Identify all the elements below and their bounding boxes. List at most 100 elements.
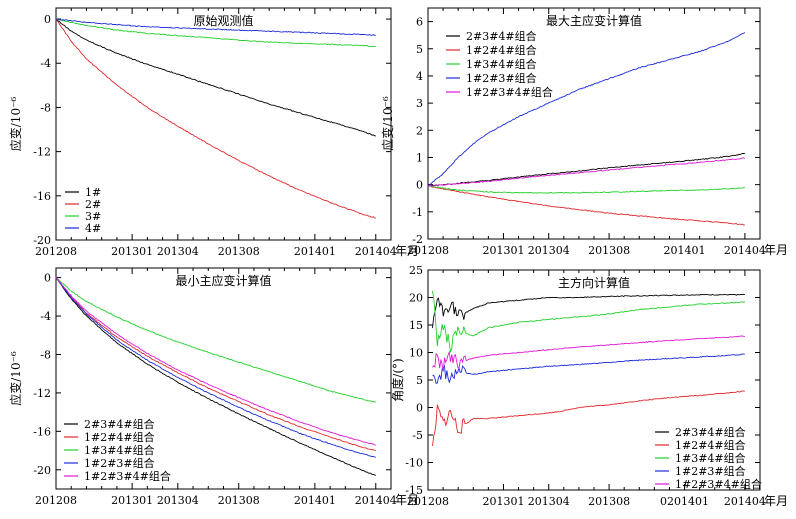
p1-ytick-label: -8 [40, 101, 51, 114]
p3-ytick-label: -4 [40, 310, 51, 323]
p3-ylabel: 应变/10⁻⁶ [8, 351, 23, 406]
p3-series-4 [55, 277, 376, 446]
p4-legend-label: 1#3#4#组合 [675, 451, 746, 465]
p2-legend-label: 1#3#4#组合 [466, 57, 537, 71]
p4-ytick-label: 10 [409, 347, 423, 360]
p4-ytick-label: 5 [416, 374, 423, 387]
p4-ytick-label: -5 [412, 429, 423, 442]
p3-title: 最小主应变计算值 [175, 273, 271, 288]
p2-series-3 [427, 32, 746, 187]
p4-ytick-label: -15 [405, 484, 423, 497]
p4-series-2 [432, 290, 746, 354]
p3-xtick-label: 201401 [294, 494, 336, 507]
p3-xtick-label: 201308 [218, 494, 260, 507]
p3-series-2 [55, 277, 376, 403]
p4-xlabel: 年月 [764, 494, 788, 508]
p4-xtick-label: 0201401 [660, 495, 709, 508]
p3-legend-label: 1#2#3#组合 [84, 456, 155, 470]
p2-series-4 [427, 157, 746, 187]
p2-xtick-label: 201304 [528, 244, 570, 257]
p1-ytick-label: -20 [33, 234, 51, 247]
p2-xlabel: 年月 [764, 243, 788, 257]
p4-ytick-label: -10 [405, 457, 423, 470]
p4-xtick-label: 201308 [588, 495, 630, 508]
p3-xtick-label: 201208 [35, 494, 77, 507]
p3-ytick-label: 0 [44, 272, 51, 285]
p4-xtick-label: 201301 [482, 495, 524, 508]
p2-ytick-label: 3 [416, 97, 423, 110]
p4-title: 主方向计算值 [558, 275, 630, 290]
p3-ytick-label: -16 [33, 425, 51, 438]
p4-legend-label: 1#2#3#4#组合 [675, 477, 762, 491]
p2-series-0 [427, 152, 745, 187]
p2-ytick-label: -1 [412, 206, 423, 219]
p2-legend-label: 1#2#3#4#组合 [466, 85, 553, 99]
p2-legend-label: 2#3#4#组合 [466, 29, 537, 43]
p3-ytick-label: -8 [40, 348, 51, 361]
p1-xtick-label: 201401 [294, 245, 336, 258]
p4-legend-label: 1#2#3#组合 [675, 464, 746, 478]
p2-series-2 [428, 185, 745, 194]
p3-ytick-label: -20 [33, 464, 51, 477]
p1-ytick-label: 0 [44, 13, 51, 26]
p3-legend-label: 2#3#4#组合 [84, 417, 155, 431]
p2-title: 最大主应变计算值 [546, 13, 642, 28]
p1-series-0 [55, 18, 376, 137]
p4-legend-label: 2#3#4#组合 [675, 425, 746, 439]
p4-ytick-label: 25 [409, 264, 423, 277]
p3-ytick-label: -12 [33, 387, 51, 400]
p1-xtick-label: 201308 [218, 245, 260, 258]
p4-ytick-label: 0 [416, 402, 423, 415]
p1-xtick-label: 201208 [35, 245, 77, 258]
p4-series-1 [432, 390, 745, 447]
p4-series-3 [432, 353, 745, 384]
p1-ytick-label: -16 [33, 190, 51, 203]
p2-ytick-label: 0 [416, 179, 423, 192]
p2-xtick-label: 201301 [482, 244, 524, 257]
p3-xtick-label: 201301 [111, 494, 153, 507]
p2-ytick-label: 5 [416, 43, 423, 56]
p3-xtick-label: 201304 [157, 494, 199, 507]
p2-xtick-label: 201308 [588, 244, 630, 257]
p2-ytick-label: 6 [416, 16, 423, 29]
p4-ylabel: 角度/(°) [390, 358, 405, 401]
p2-xtick-label: 201208 [407, 244, 449, 257]
p2-ytick-label: 2 [416, 124, 423, 137]
p1-xtick-label: 201404 [355, 245, 397, 258]
p2-xtick-label: 201404 [724, 244, 766, 257]
p3-legend-label: 1#3#4#组合 [84, 443, 155, 457]
p1-legend-label: 3# [85, 210, 101, 223]
p4-xtick-label: 201404 [724, 495, 766, 508]
p1-series-2 [55, 18, 376, 48]
p2-series-1 [427, 185, 745, 226]
p1-series-1 [55, 18, 376, 219]
p4-ytick-label: 20 [409, 292, 423, 305]
p3-xlabel: 年月 [395, 493, 419, 507]
p1-ytick-label: -4 [40, 57, 51, 70]
p2-ylabel: 应变/10⁻⁶ [380, 96, 395, 151]
p1-xtick-label: 201301 [111, 245, 153, 258]
p2-legend-label: 1#2#4#组合 [466, 43, 537, 57]
p4-ytick-label: 15 [409, 319, 423, 332]
p3-legend-label: 1#2#3#4#组合 [84, 469, 171, 483]
p1-legend-label: 2# [85, 198, 101, 211]
p1-legend-label: 4# [85, 222, 101, 235]
p3-series-0 [55, 277, 377, 476]
p2-ytick-label: 1 [416, 151, 423, 164]
p4-xtick-label: 201304 [528, 495, 570, 508]
p1-xtick-label: 201304 [157, 245, 199, 258]
p3-series-1 [55, 277, 376, 452]
p2-ytick-label: 4 [416, 70, 423, 83]
p3-legend-label: 1#2#4#组合 [84, 430, 155, 444]
p1-xlabel: 年月 [395, 244, 419, 258]
p2-ytick-label: -2 [412, 233, 423, 246]
p3-xtick-label: 201404 [355, 494, 397, 507]
p4-series-4 [432, 335, 745, 372]
p1-title: 原始观测值 [193, 13, 253, 28]
p4-xtick-label: 201208 [407, 495, 449, 508]
p2-xtick-label: 201401 [664, 244, 706, 257]
p1-plot-frame [55, 7, 392, 241]
p1-series-3 [55, 18, 376, 36]
p1-ytick-label: -12 [33, 146, 51, 159]
